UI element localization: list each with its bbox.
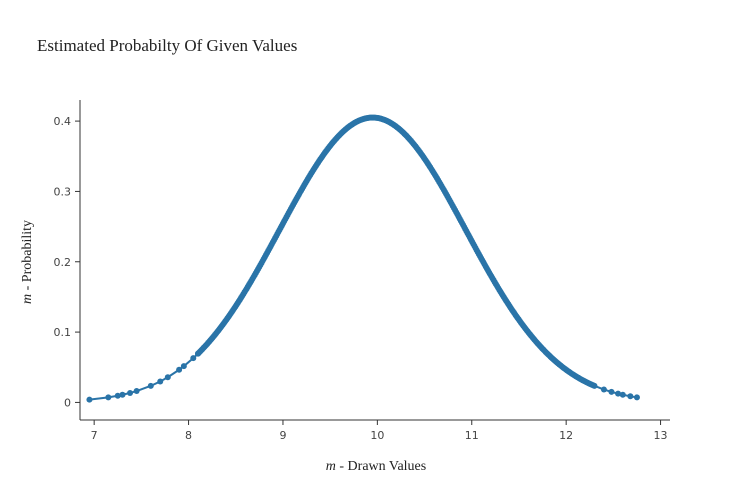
x-tick-label: 8: [185, 429, 192, 442]
data-point: [176, 366, 183, 373]
y-tick-label: 0.1: [54, 326, 72, 339]
x-tick-label: 12: [559, 429, 573, 442]
data-point: [190, 355, 197, 362]
x-tick-label: 7: [91, 429, 98, 442]
data-point: [127, 389, 134, 396]
data-point: [147, 382, 154, 389]
x-tick-label: 11: [465, 429, 479, 442]
series-layer: [86, 114, 640, 403]
data-point: [114, 392, 121, 399]
chart-title: Estimated Probabilty Of Given Values: [37, 36, 298, 55]
data-point: [633, 394, 640, 401]
x-tick-label: 13: [654, 429, 668, 442]
data-point: [608, 388, 615, 395]
y-axis-title-text: - Probability: [20, 220, 35, 294]
y-tick-label: 0: [64, 396, 71, 409]
data-point: [600, 386, 607, 393]
data-point: [105, 394, 112, 401]
y-tick-label: 0.3: [54, 185, 72, 198]
x-tick-label: 10: [370, 429, 384, 442]
y-tick-label: 0.4: [54, 115, 72, 128]
data-point: [157, 378, 164, 385]
data-point: [627, 393, 634, 400]
data-point: [180, 363, 187, 370]
data-point: [591, 382, 598, 389]
data-point: [86, 396, 93, 403]
y-axis-title-variable: m: [20, 294, 35, 304]
y-tick-label: 0.2: [54, 256, 72, 269]
data-point: [164, 374, 171, 381]
x-axis-title-variable: m: [326, 459, 336, 474]
x-axis-title: m - Drawn Values: [326, 459, 426, 474]
data-point: [119, 391, 126, 398]
x-tick-label: 9: [279, 429, 286, 442]
y-axis-title: m - Probability: [20, 220, 35, 304]
axes: 7 8 9 10 11 12 13 0 0.1 0.2 0.3 0.4: [54, 100, 670, 442]
data-point: [615, 390, 622, 397]
data-point: [133, 388, 140, 395]
x-axis-title-text: - Drawn Values: [336, 459, 426, 474]
data-point: [619, 391, 626, 398]
